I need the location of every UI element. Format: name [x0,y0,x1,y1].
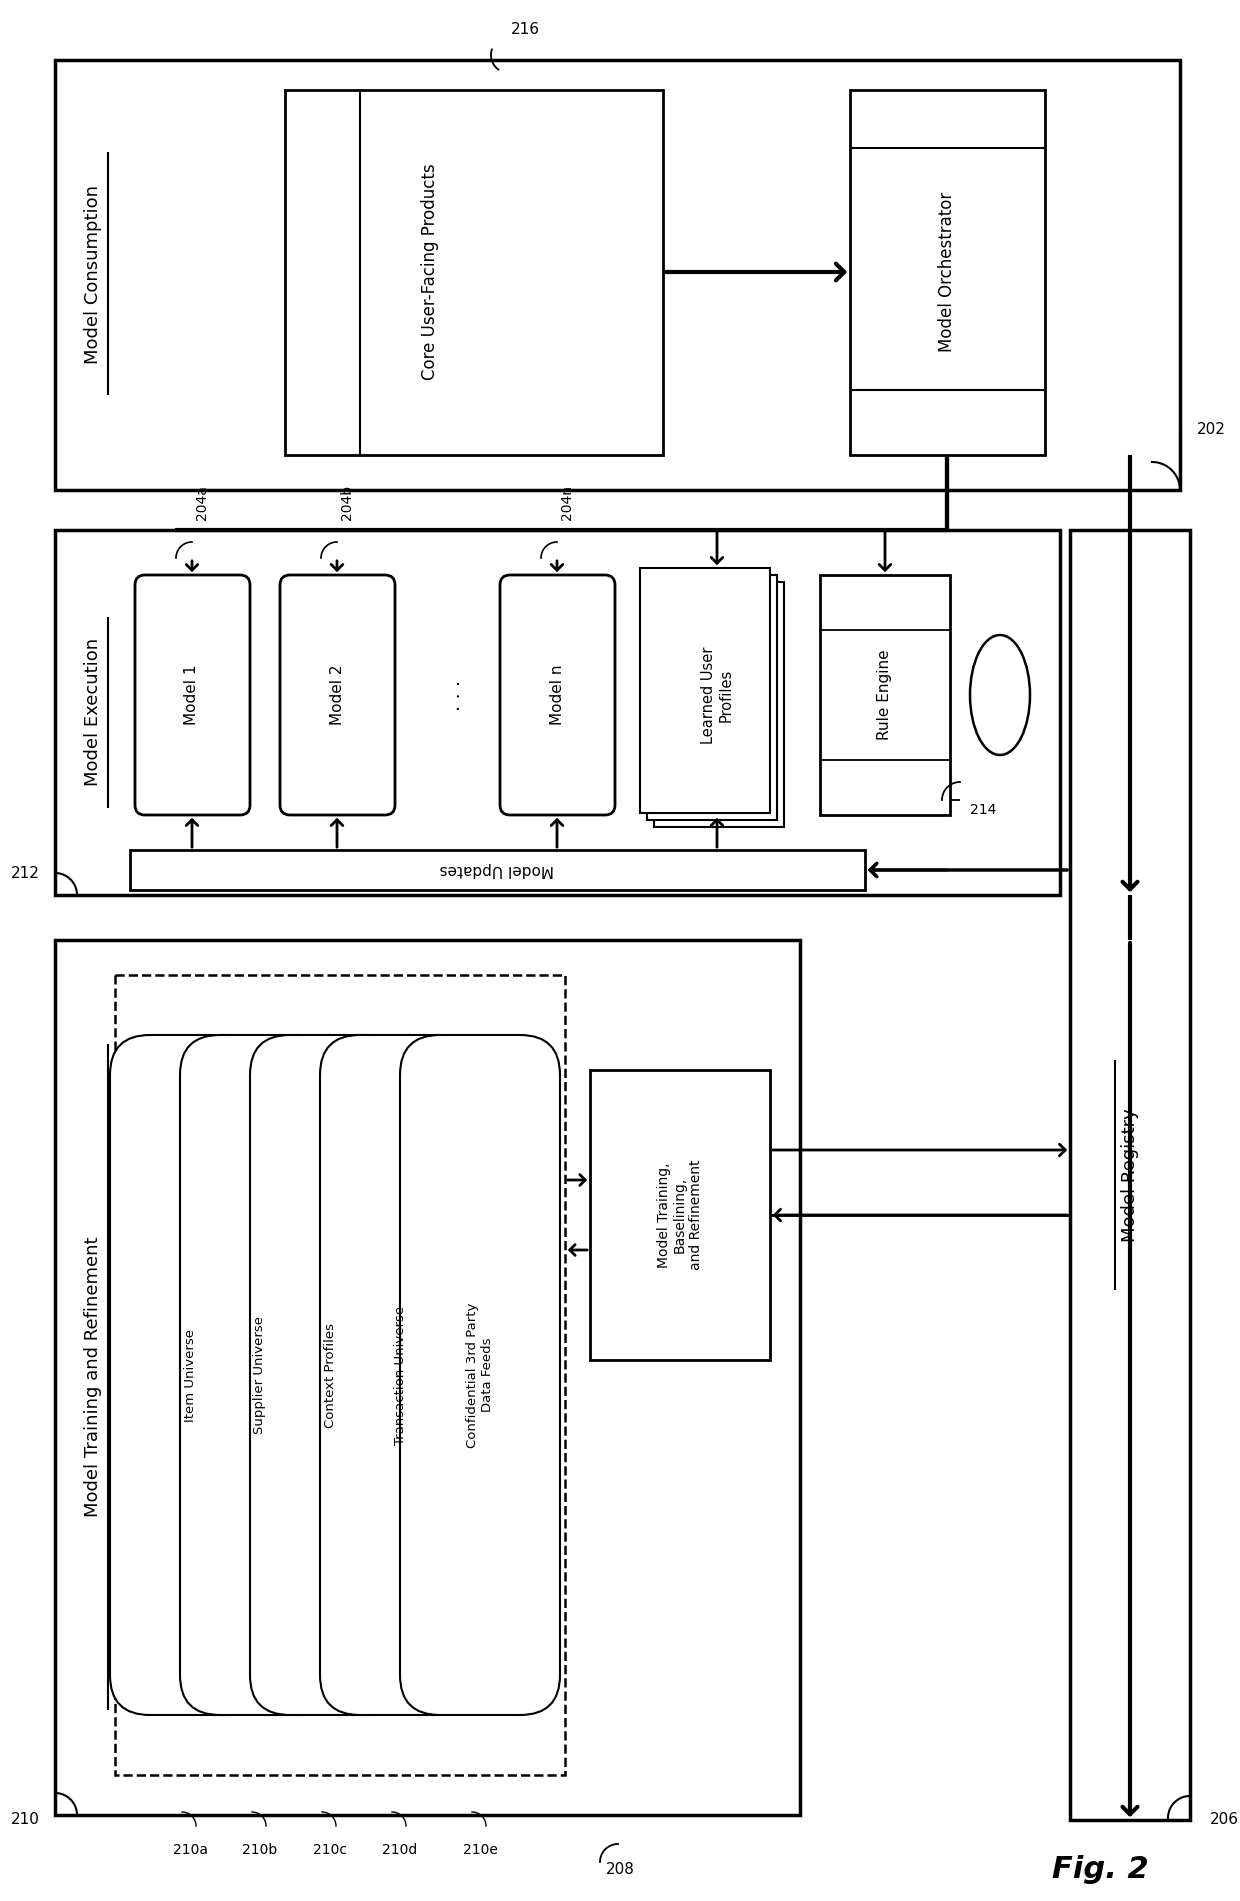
Text: Model Orchestrator: Model Orchestrator [937,192,956,352]
Text: 210: 210 [11,1812,40,1827]
Bar [1070,530,1190,1819]
Text: Model Training,
Baselining,
and Refinement: Model Training, Baselining, and Refineme… [657,1160,703,1270]
Text: Model Consumption: Model Consumption [84,186,102,365]
Bar [55,530,1060,895]
Text: Learned User
Profiles: Learned User Profiles [701,646,733,743]
Bar [820,574,950,816]
FancyBboxPatch shape [320,1034,480,1715]
Bar [849,89,1045,454]
Text: Rule Engine: Rule Engine [878,650,893,739]
Text: Confidential 3rd Party
Data Feeds: Confidential 3rd Party Data Feeds [466,1302,494,1449]
FancyBboxPatch shape [110,1034,270,1715]
Text: 206: 206 [1210,1812,1239,1827]
FancyBboxPatch shape [401,1034,560,1715]
Text: 210b: 210b [242,1842,278,1857]
Text: Supplier Universe: Supplier Universe [253,1315,267,1433]
Text: 208: 208 [605,1863,635,1878]
FancyBboxPatch shape [280,574,396,816]
Text: 212: 212 [11,865,40,880]
Text: 204b: 204b [340,485,353,521]
Text: 210a: 210a [172,1842,207,1857]
Ellipse shape [970,635,1030,755]
Bar [653,582,784,827]
Text: Model Training and Refinement: Model Training and Refinement [84,1238,102,1517]
Text: Core User-Facing Products: Core User-Facing Products [422,163,439,380]
Text: Model 2: Model 2 [330,665,345,726]
Text: 210c: 210c [312,1842,347,1857]
Text: Model Updates: Model Updates [440,863,554,878]
Text: Model n: Model n [549,665,564,726]
Bar [115,975,565,1776]
Bar [647,574,777,819]
Bar [590,1070,770,1359]
Text: 204a: 204a [195,485,210,521]
FancyBboxPatch shape [180,1034,340,1715]
Bar [55,61,1180,490]
Text: Context Profiles: Context Profiles [324,1323,336,1428]
Text: 210d: 210d [382,1842,418,1857]
Text: 214: 214 [970,802,997,817]
Text: 210e: 210e [463,1842,497,1857]
Text: . . .: . . . [445,679,465,711]
Text: Item Universe: Item Universe [184,1329,196,1422]
Text: 204n: 204n [560,485,574,521]
Text: Model 1: Model 1 [185,665,200,726]
FancyBboxPatch shape [135,574,250,816]
Bar [55,939,800,1815]
Text: Fig. 2: Fig. 2 [1052,1855,1148,1884]
Text: Model Registry: Model Registry [1121,1108,1140,1241]
FancyBboxPatch shape [250,1034,410,1715]
Bar [640,568,770,814]
Bar [285,89,663,454]
Text: Transaction Universe: Transaction Universe [393,1306,407,1445]
Text: Model Execution: Model Execution [84,639,102,785]
Text: 216: 216 [511,23,539,38]
Bar [130,850,866,890]
Text: 202: 202 [1197,422,1226,437]
FancyBboxPatch shape [500,574,615,816]
